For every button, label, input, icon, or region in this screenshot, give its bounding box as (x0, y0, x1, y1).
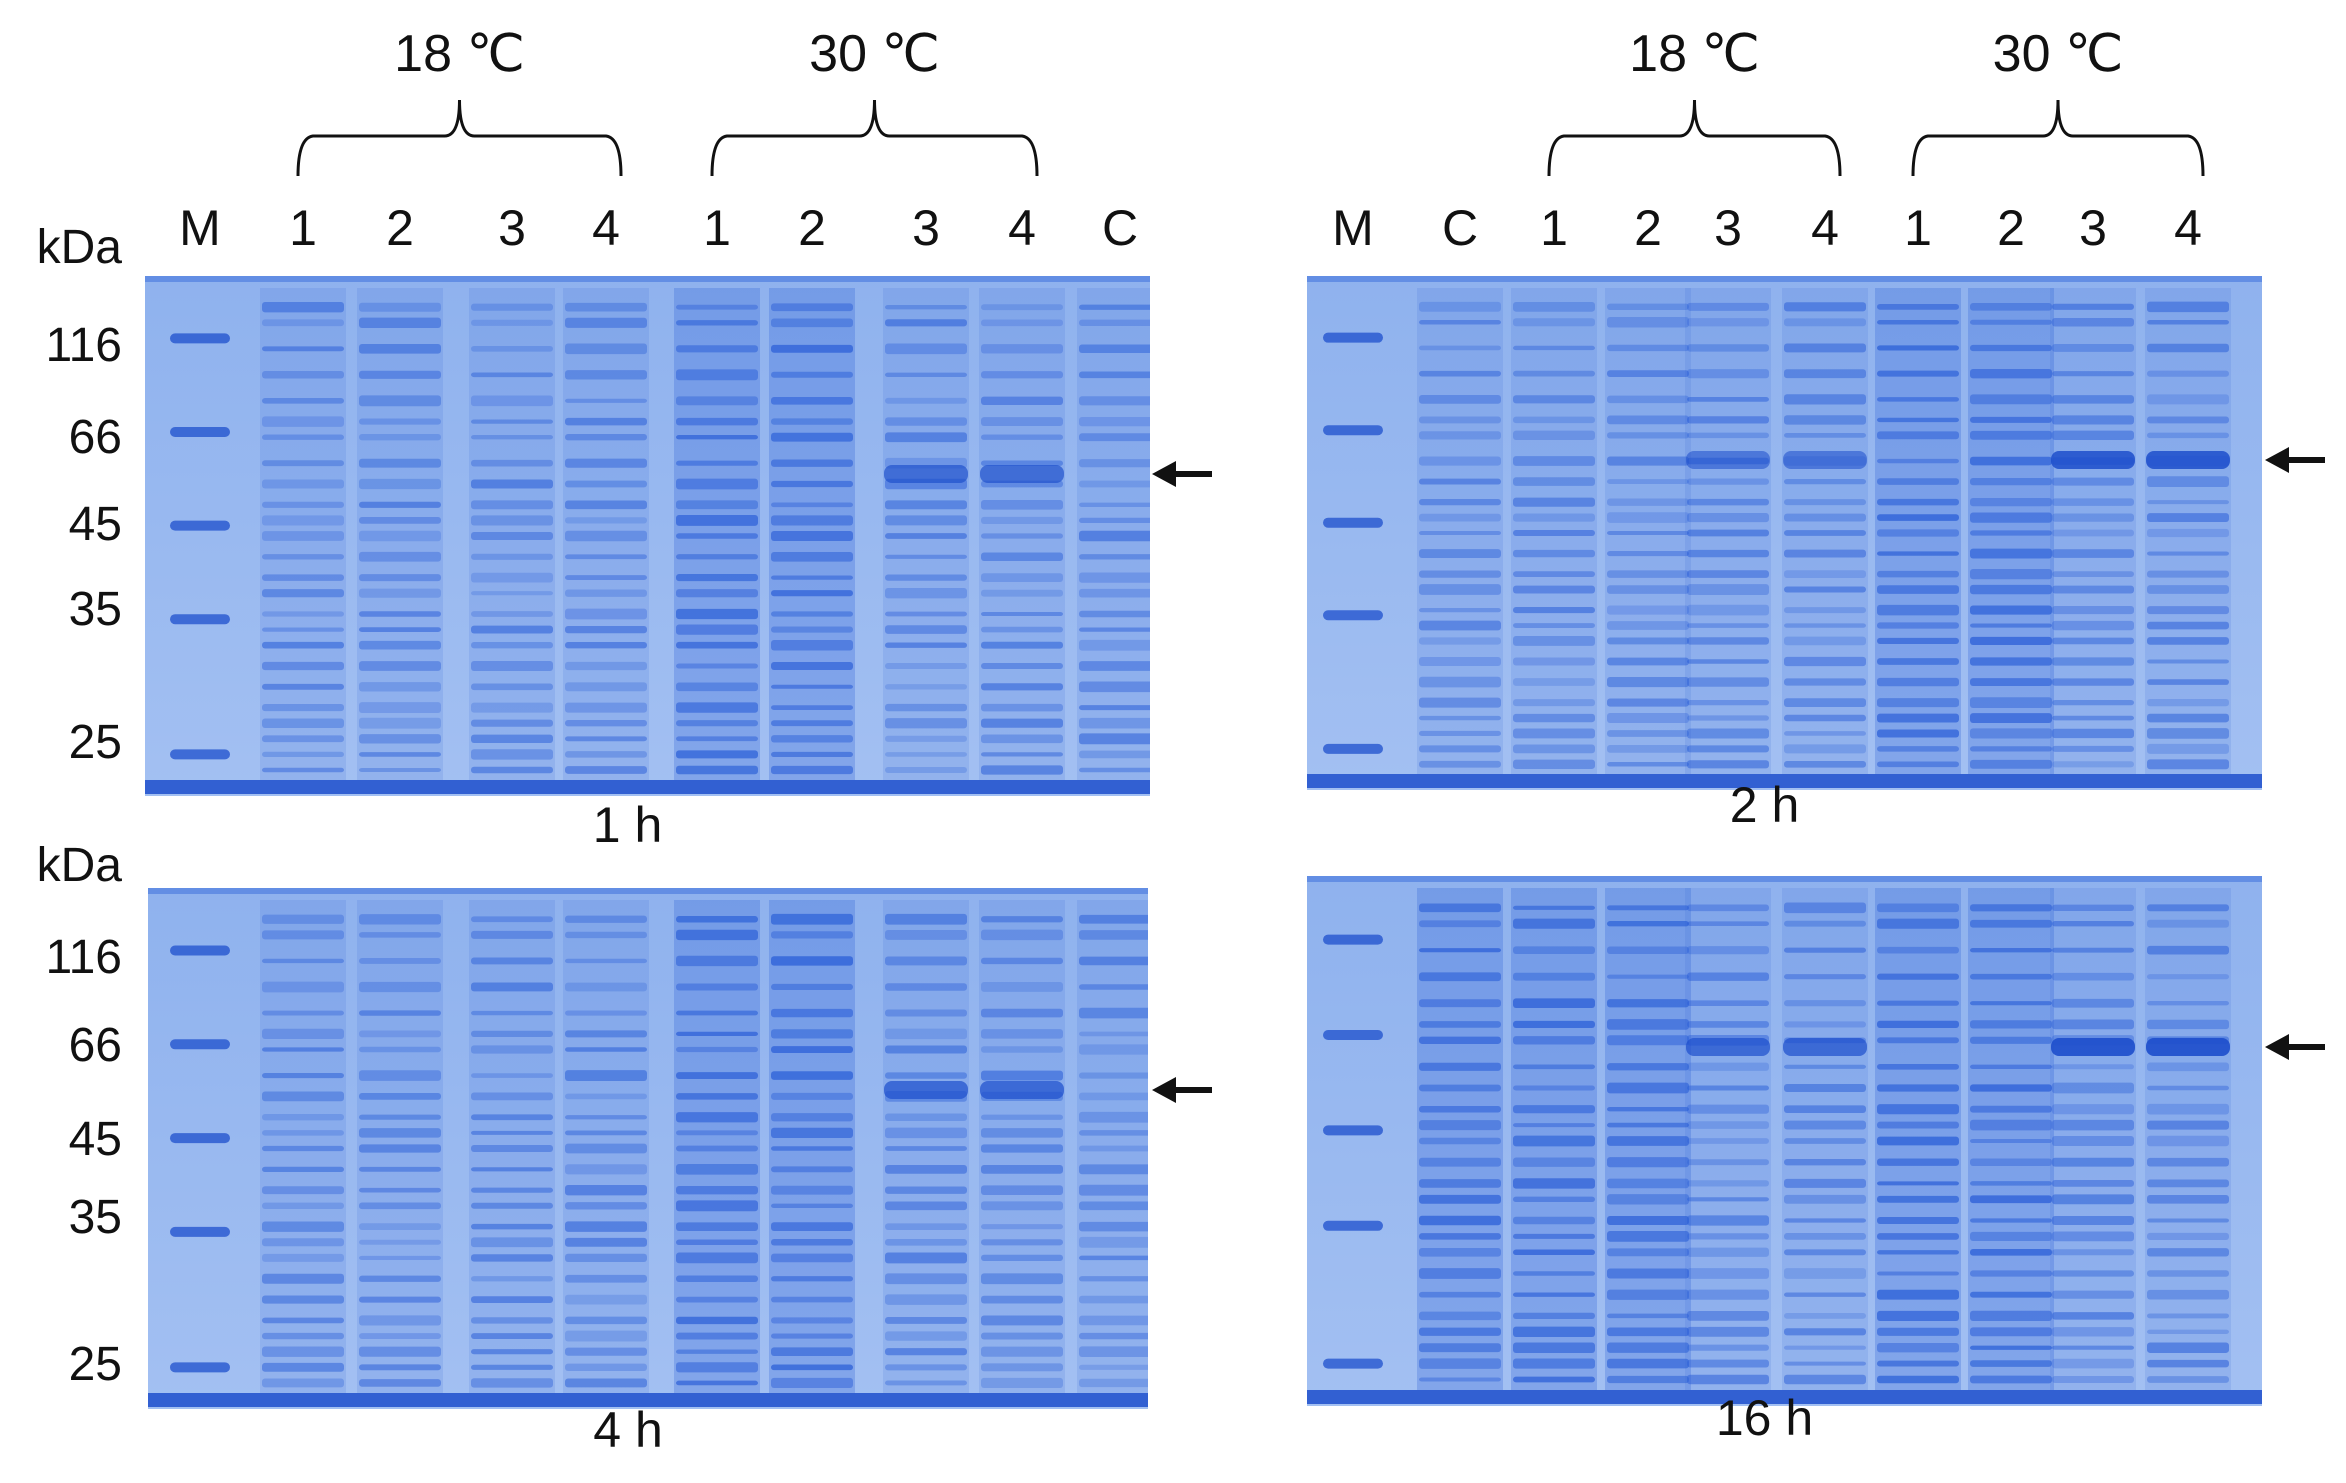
sample-lane-4 (1685, 288, 1771, 774)
lane-label: 4 (1008, 200, 1036, 256)
gel-bands (1307, 276, 2262, 788)
marker-size-label: 66 (68, 1019, 122, 1072)
marker-size-label: 45 (68, 498, 122, 551)
lane-label: 1 (703, 200, 731, 256)
sample-lane-2 (1511, 288, 1597, 774)
temperature-label: 18 ℃ (1629, 25, 1760, 83)
marker-lane (1323, 332, 1383, 754)
gel-bands (1307, 876, 2262, 1404)
sample-lane-6 (1875, 888, 1961, 1390)
sample-lane-8 (2050, 288, 2136, 774)
sample-lane-7 (1968, 288, 2054, 774)
sample-lane-1 (1417, 288, 1503, 774)
temperature-label: 18 ℃ (394, 25, 525, 83)
sample-lane-3 (1605, 888, 1691, 1390)
marker-size-label: 45 (68, 1113, 122, 1166)
lane-label: 4 (592, 200, 620, 256)
lane-label: 2 (386, 200, 414, 256)
target-band-arrow (2265, 1034, 2325, 1060)
sample-lane-4 (563, 900, 649, 1393)
sample-lane-8 (979, 288, 1065, 780)
temperature-label: 30 ℃ (809, 25, 940, 83)
lane-label: C (1101, 200, 1139, 256)
sample-lane-4 (1685, 888, 1771, 1390)
gel-image (1307, 276, 2262, 790)
marker-size-label: 25 (68, 1338, 122, 1391)
marker-size-label: 25 (68, 716, 122, 769)
lane-label: M (179, 200, 221, 256)
lane-label: M (1332, 200, 1374, 256)
marker-size-label: 116 (45, 931, 122, 984)
gel-image (145, 276, 1150, 796)
lane-label: 4 (2174, 200, 2202, 256)
kda-unit-label: kDa (36, 839, 122, 892)
sample-lane-6 (769, 288, 855, 780)
group-brace (1911, 99, 2205, 177)
sample-lane-9 (1077, 288, 1150, 780)
temperature-label: 30 ℃ (1992, 25, 2124, 83)
sample-lane-3 (469, 900, 555, 1393)
marker-size-label: 116 (45, 319, 122, 372)
lane-label: 3 (912, 200, 940, 256)
sample-lane-2 (357, 288, 443, 780)
lane-label: 1 (289, 200, 317, 256)
sample-lane-8 (979, 900, 1065, 1393)
group-brace (710, 99, 1039, 177)
lane-label: C (1441, 200, 1479, 256)
gel-bands (148, 888, 1148, 1407)
time-caption: 4 h (593, 1402, 663, 1458)
lane-label: 2 (1997, 200, 2025, 256)
sample-lane-1 (260, 900, 346, 1393)
target-band-arrow (2265, 447, 2325, 473)
kda-unit-label: kDa (36, 221, 122, 274)
time-caption: 16 h (1715, 1390, 1814, 1446)
sample-lane-9 (1077, 900, 1148, 1393)
sample-lane-9 (2145, 888, 2231, 1390)
sample-lane-3 (1605, 288, 1691, 774)
lane-label: 1 (1540, 200, 1568, 256)
time-caption: 2 h (1729, 777, 1800, 833)
marker-size-label: 66 (68, 411, 122, 464)
sample-lane-9 (2145, 288, 2231, 774)
target-band-arrow (1152, 461, 1212, 487)
marker-size-label: 35 (68, 583, 122, 636)
lane-label: 3 (1714, 200, 1742, 256)
marker-size-label: 35 (68, 1191, 122, 1244)
lane-label: 2 (798, 200, 826, 256)
sample-lane-4 (563, 288, 649, 780)
sample-lane-5 (674, 900, 760, 1393)
sample-lane-8 (2050, 888, 2136, 1390)
target-band-arrow (1152, 1077, 1212, 1103)
sample-lane-5 (674, 288, 760, 780)
sample-lane-7 (883, 900, 969, 1393)
sample-lane-5 (1782, 288, 1868, 774)
sample-lane-5 (1782, 888, 1868, 1390)
lane-label: 3 (2079, 200, 2107, 256)
gel-image (1307, 876, 2262, 1406)
marker-lane (1323, 934, 1383, 1369)
sample-lane-3 (469, 288, 555, 780)
sample-lane-6 (769, 900, 855, 1393)
sample-lane-1 (260, 288, 346, 780)
sample-lane-7 (883, 288, 969, 780)
gel-bands (145, 276, 1150, 794)
time-caption: 1 h (592, 797, 663, 853)
lane-label: 1 (1904, 200, 1932, 256)
group-brace (1547, 99, 1842, 177)
sample-lane-1 (1417, 888, 1503, 1390)
group-brace (296, 99, 623, 177)
lane-label: 2 (1634, 200, 1662, 256)
sample-lane-7 (1968, 888, 2054, 1390)
marker-lane (170, 945, 230, 1373)
sample-lane-2 (357, 900, 443, 1393)
gel-image (148, 888, 1148, 1409)
sample-lane-2 (1511, 888, 1597, 1390)
sample-lane-6 (1875, 288, 1961, 774)
lane-label: 4 (1811, 200, 1839, 256)
lane-label: 3 (498, 200, 526, 256)
marker-lane (170, 333, 230, 760)
